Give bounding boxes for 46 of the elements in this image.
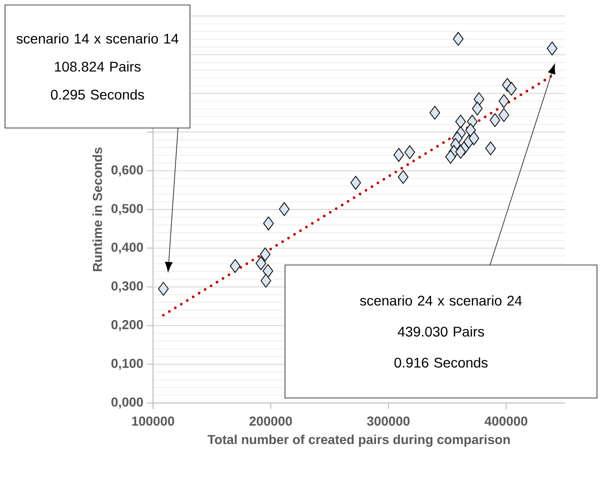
y-tick-label: 0,300: [111, 281, 143, 292]
point: [262, 264, 274, 278]
y-axis-title: Runtime in Seconds: [92, 148, 102, 272]
point: [263, 216, 274, 230]
x-axis-title: Total number of created pairs during comparison: [208, 434, 510, 447]
point: [455, 144, 466, 159]
annotation: 0.916 Seconds: [394, 357, 488, 368]
y-tick-label: 0,400: [111, 242, 143, 254]
annotation: scenario 14 x scenario 14: [16, 33, 178, 44]
y-tick-label: 0,000: [111, 397, 143, 409]
text: 108.824 Pairs: [54, 61, 141, 72]
point: [350, 176, 361, 190]
point: [498, 108, 510, 122]
annotation: scenario 24 x scenario 24: [360, 295, 522, 306]
point: [468, 131, 480, 146]
point: [394, 148, 404, 162]
y-tick-label: 0,500: [111, 204, 143, 216]
x-tick-label: 400000: [484, 416, 528, 426]
point: [490, 113, 500, 127]
point: [256, 256, 266, 270]
point: [474, 92, 484, 106]
point: [445, 150, 456, 164]
y-tick-label: 0,100: [111, 358, 143, 370]
point: [430, 106, 440, 120]
y-tick-label: 0,200: [111, 320, 143, 332]
annotation: 439.030 Pairs: [398, 326, 484, 337]
point: [260, 274, 272, 288]
point: [230, 259, 240, 273]
point: [472, 102, 483, 116]
point: [278, 202, 290, 216]
point: [158, 282, 169, 296]
point: [260, 247, 270, 262]
point: [465, 123, 476, 138]
point: [498, 94, 510, 108]
x-tick-label: 100000: [132, 416, 174, 426]
point: [404, 145, 416, 160]
point: [455, 114, 466, 129]
text: 0.295 Seconds: [50, 89, 144, 100]
point: [398, 170, 408, 184]
point: [506, 82, 517, 96]
point: [485, 141, 496, 156]
point: [546, 42, 558, 56]
y-tick-label: 0,600: [111, 165, 143, 176]
point: [452, 32, 464, 46]
x-tick-label: 200000: [249, 416, 292, 426]
x-tick-label: 300000: [367, 416, 410, 426]
